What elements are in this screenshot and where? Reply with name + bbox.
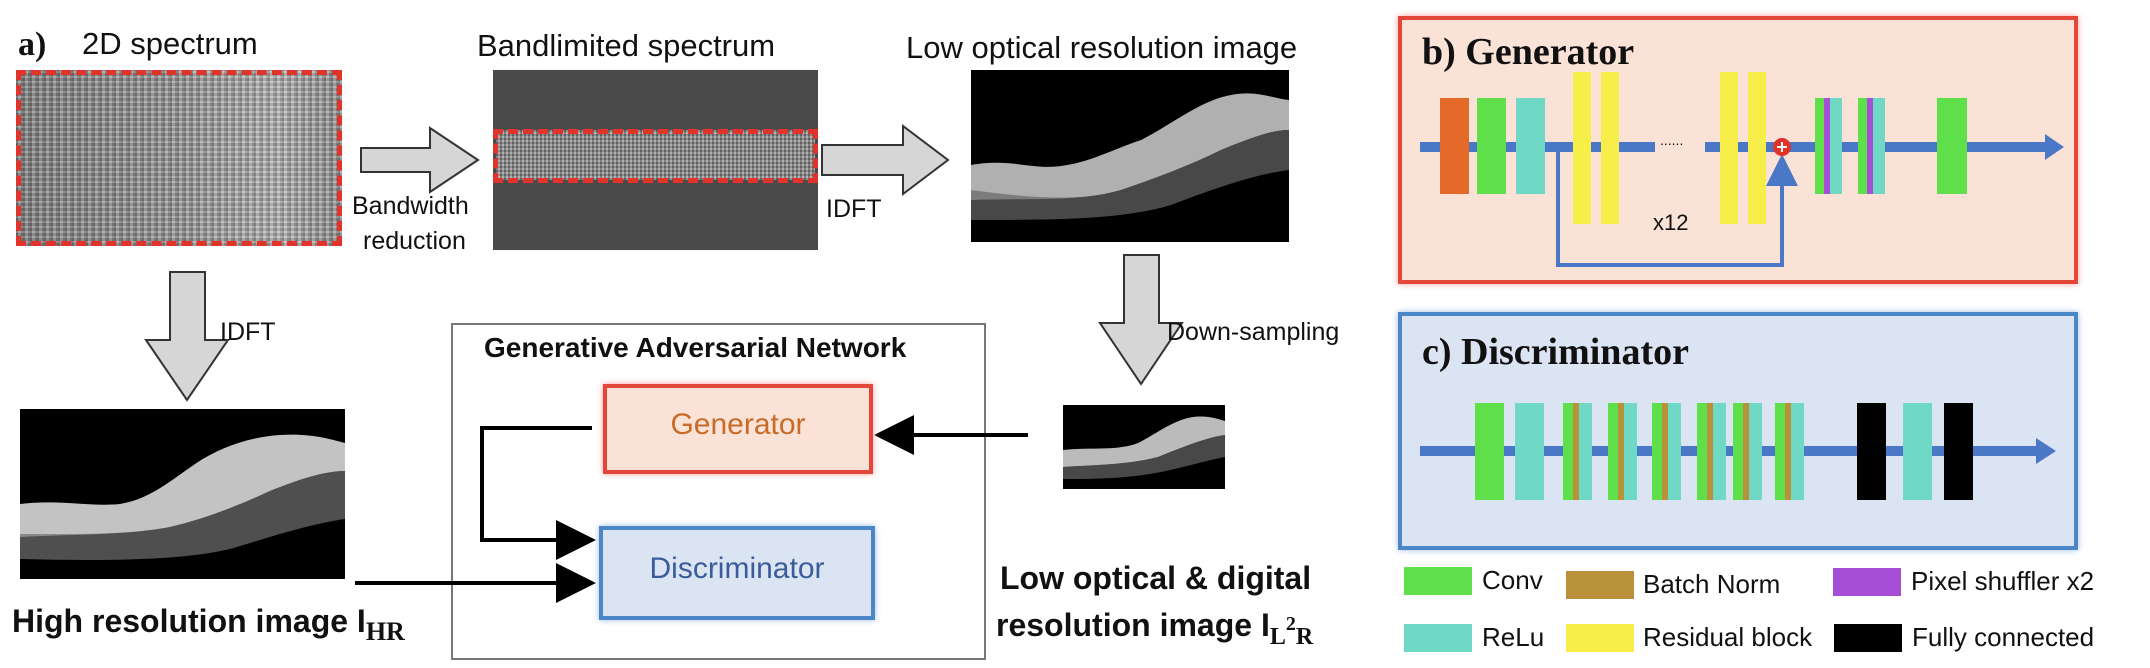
legend-label-residual-block: Residual block (1643, 622, 1813, 652)
disc-block-2 (1608, 403, 1637, 500)
gen-up-conv-1 (1815, 98, 1824, 194)
gen-ellipsis: ...... (1660, 132, 1684, 148)
legend-swatch-fully-connected (1834, 624, 1902, 652)
gen-up-shuffle-1 (1824, 98, 1830, 194)
idft-down-label: IDFT (220, 318, 276, 346)
disc-flow-arrowhead (2036, 438, 2056, 464)
low-digital-image (1063, 405, 1225, 489)
bandlimited-dashed-border (493, 129, 818, 183)
legend-label-fully-connected: Fully connected (1912, 622, 2095, 652)
low-digital-sup: 2 (1285, 613, 1296, 635)
gen-res-2b (1748, 72, 1766, 224)
disc-conv-1 (1475, 403, 1504, 500)
low-opt-image (971, 70, 1289, 242)
downsampling-arrow (1098, 254, 1184, 386)
legend-swatch-batch-norm (1566, 571, 1634, 599)
disc-block-1 (1563, 403, 1592, 500)
gen-up-shuffle-2 (1867, 98, 1873, 194)
legend-swatch-conv (1404, 567, 1472, 595)
gen-relu-1 (1516, 98, 1545, 194)
gen-res-2a (1720, 72, 1738, 224)
spectrum-title: 2D spectrum (82, 26, 258, 61)
legend-swatch-pixel-shuffler-x2 (1833, 568, 1901, 596)
low-digital-caption-line2: resolution image IL2R (996, 607, 1313, 651)
high-res-image (20, 409, 345, 579)
discriminator-box (599, 526, 875, 620)
discriminator-label: Discriminator (649, 552, 825, 585)
high-res-subscript: HR (365, 617, 405, 646)
panel-a-label: a) (18, 26, 47, 63)
gen-res-1a (1573, 72, 1591, 224)
disc-block-6 (1775, 403, 1804, 500)
legend-label-conv: Conv (1482, 565, 1543, 595)
spectrum-dashed-border (16, 70, 342, 246)
bandlimited-title: Bandlimited spectrum (477, 28, 776, 63)
high-res-caption: High resolution image IHR (12, 603, 405, 647)
bandwidth-arrow (360, 126, 480, 194)
low-digital-caption-line1: Low optical & digital (1000, 560, 1312, 596)
disc-relu-1 (1515, 403, 1544, 500)
gen-conv-1 (1477, 98, 1506, 194)
gen-res-1b (1601, 72, 1619, 224)
disc-block-4 (1697, 403, 1726, 500)
disc-relu-2 (1903, 403, 1932, 500)
high-res-caption-text: High resolution image I (12, 603, 366, 639)
discriminator-panel-title: c) Discriminator (1422, 331, 1689, 373)
idft-right-label: IDFT (826, 195, 882, 223)
gen-conv-final (1937, 98, 1967, 194)
generator-label: Generator (670, 408, 806, 441)
gen-flow-arrowhead (2045, 134, 2064, 160)
idft-down-arrow (144, 271, 230, 402)
generator-to-discriminator-arrow (480, 426, 596, 560)
low-digital-sub-1: L (1269, 624, 1286, 650)
legend-swatch-residual-block (1566, 624, 1634, 652)
bandwidth-label-1: Bandwidth (352, 192, 469, 220)
generator-panel-title: b) Generator (1422, 31, 1635, 73)
legend-label-pixel-shuffler-x2: Pixel shuffler x2 (1911, 566, 2095, 596)
low-digital-sub-2: R (1295, 624, 1314, 650)
low-opt-title: Low optical resolution image (906, 30, 1298, 65)
gen-up-relu-1 (1830, 98, 1842, 194)
disc-fc-2 (1944, 403, 1973, 500)
legend-label-relu: ReLu (1482, 622, 1545, 652)
legend-label-batch-norm: Batch Norm (1643, 569, 1781, 599)
gen-up-conv-2 (1858, 98, 1867, 194)
legend-swatch-relu (1404, 624, 1472, 652)
downsampling-label: Down-sampling (1167, 318, 1340, 346)
disc-block-3 (1652, 403, 1681, 500)
gen-repeat-label: x12 (1653, 210, 1689, 235)
gen-up-relu-2 (1873, 98, 1885, 194)
bandlimited-band (496, 130, 815, 180)
gen-skip-connection (1556, 150, 1798, 267)
idft-right-arrow (821, 123, 950, 197)
disc-fc-1 (1857, 403, 1886, 500)
gen-conv-orange (1440, 98, 1469, 194)
generator-box (603, 384, 873, 474)
gan-title: Generative Adversarial Network (484, 332, 907, 363)
disc-block-5 (1733, 403, 1762, 500)
low-digital-caption-text: resolution image I (996, 607, 1270, 643)
bandwidth-label-2: reduction (363, 227, 466, 255)
gen-sum-plus (1777, 142, 1787, 152)
spectrum-image (16, 70, 342, 246)
